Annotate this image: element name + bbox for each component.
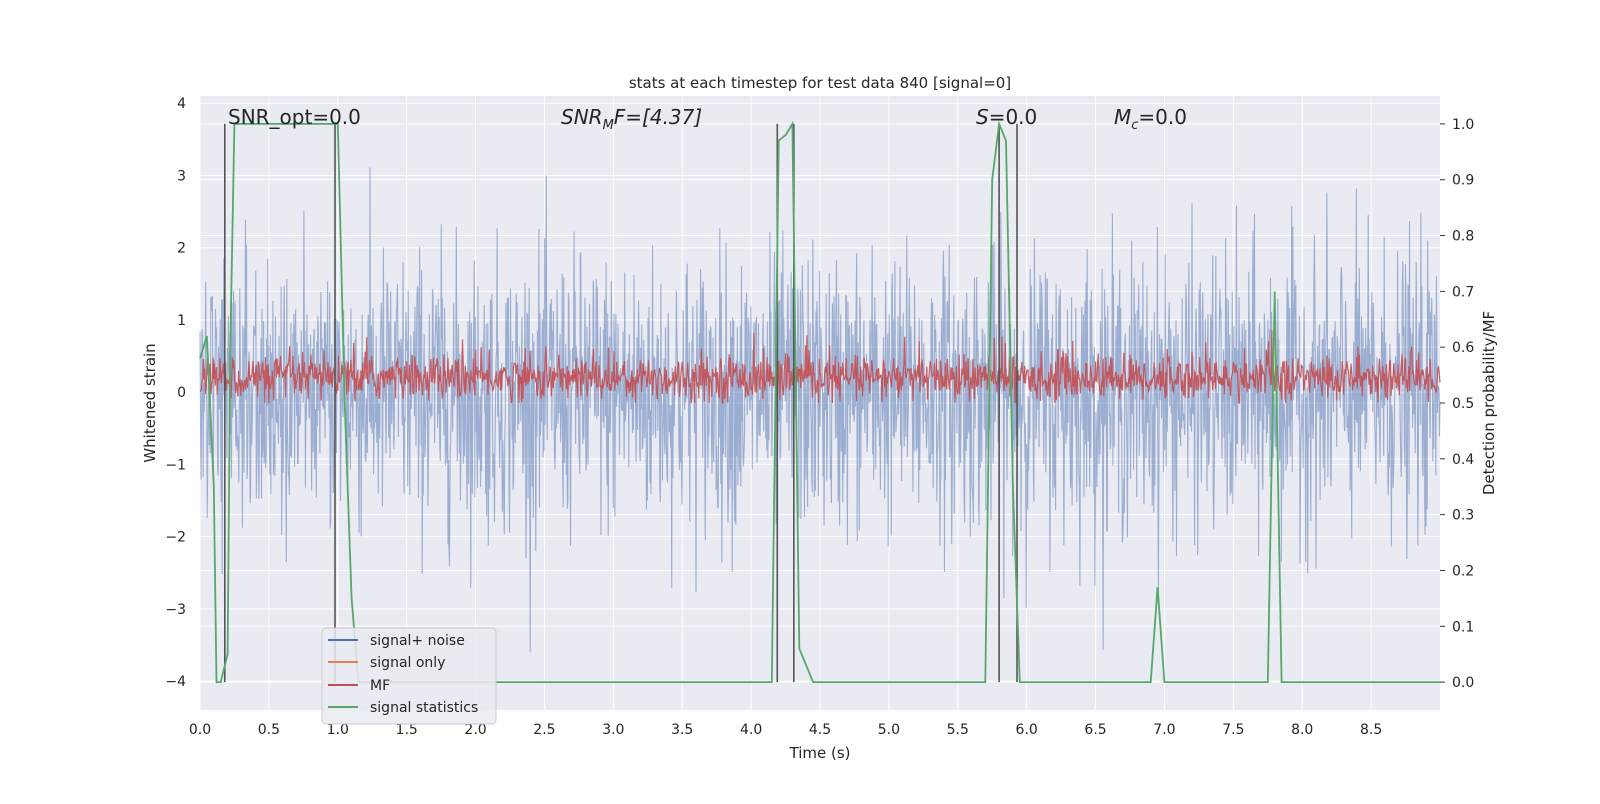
x-tick-label: 7.5 <box>1222 722 1244 738</box>
y2-tick-label: 0.8 <box>1452 229 1474 245</box>
y-tick-label: 1 <box>177 313 186 329</box>
annotation-mc-sub: c <box>1131 118 1138 133</box>
annotation-snr-mf: SNRMF=[4.37] <box>561 105 702 133</box>
y2-tick-label: 0.3 <box>1452 508 1474 524</box>
x-tick-label: 5.5 <box>947 722 969 738</box>
y-tick-label: −3 <box>165 602 186 618</box>
x-tick-label: 4.5 <box>809 722 831 738</box>
x-tick-label: 3.0 <box>602 722 624 738</box>
x-tick-label: 8.5 <box>1360 722 1382 738</box>
annotation-s-rest: =0.0 <box>989 105 1038 129</box>
annotation-mc: Mc=0.0 <box>1114 105 1187 133</box>
legend: signal+ noise signal only MF signal stat… <box>321 627 497 725</box>
annotation-mc-main: M <box>1114 105 1131 129</box>
annotation-s: S=0.0 <box>976 105 1037 129</box>
x-tick-label: 4.0 <box>740 722 762 738</box>
x-tick-label: 5.0 <box>878 722 900 738</box>
y2-axis-ticks: 1.0 0.9 0.8 0.7 0.6 0.5 0.4 0.3 0.2 0.1 0.0 <box>1440 117 1474 691</box>
x-tick-label: 3.5 <box>671 722 693 738</box>
y-tick-label: 4 <box>177 96 186 112</box>
y2-tick-label: 0.1 <box>1452 619 1474 635</box>
signal-noise-line <box>199 167 1441 653</box>
y2-axis-label: Detection probability/MF <box>1480 311 1498 495</box>
y-axis-ticks: 4 3 2 1 0 −1 −2 −3 −4 <box>165 96 186 690</box>
legend-label-signal-noise: signal+ noise <box>370 633 465 649</box>
annotation-snr-opt: SNR_opt=0.0 <box>228 105 361 129</box>
y2-tick-label: 0.4 <box>1452 452 1474 468</box>
x-axis-label: Time (s) <box>789 744 851 762</box>
y-tick-label: 3 <box>177 168 186 184</box>
signal-statistics-series <box>199 120 1440 683</box>
y2-tick-label: 0.7 <box>1452 284 1474 300</box>
y2-tick-label: 0.6 <box>1452 340 1474 356</box>
annotation-snr-mf-main: SNR <box>561 105 603 129</box>
annotation-mc-rest: =0.0 <box>1138 105 1187 129</box>
x-tick-label: 6.5 <box>1084 722 1106 738</box>
y-tick-label: −4 <box>165 674 186 690</box>
mf-line <box>199 330 1441 404</box>
y-axis-label: Whitened strain <box>141 343 159 462</box>
x-tick-label: 2.0 <box>464 722 486 738</box>
y2-tick-label: 0.2 <box>1452 563 1474 579</box>
annotation-snr-mf-rest: F=[4.37] <box>614 105 702 129</box>
y2-tick-label: 0.0 <box>1452 675 1474 691</box>
x-axis-ticks: 0.0 0.5 1.0 1.5 2.0 2.5 3.0 3.5 4.0 4.5 5.0 5.5 6.0 6… <box>189 722 1382 738</box>
x-tick-label: 8.0 <box>1291 722 1313 738</box>
x-tick-label: 6.0 <box>1016 722 1038 738</box>
x-tick-label: 2.5 <box>533 722 555 738</box>
x-tick-label: 0.0 <box>189 722 211 738</box>
y-tick-label: −1 <box>165 457 186 473</box>
legend-label-signal-statistics: signal statistics <box>370 700 478 716</box>
y2-tick-label: 0.9 <box>1452 173 1474 189</box>
legend-box <box>321 627 497 725</box>
x-tick-label: 1.0 <box>327 722 349 738</box>
signal-statistics-line <box>199 120 1440 683</box>
legend-label-mf: MF <box>370 678 390 694</box>
y2-tick-label: 0.5 <box>1452 396 1474 412</box>
x-tick-label: 7.0 <box>1153 722 1175 738</box>
annotation-snr-mf-sub: M <box>603 118 614 133</box>
y-tick-label: 2 <box>177 241 186 257</box>
annotation-s-main: S <box>976 105 989 129</box>
x-tick-label: 0.5 <box>258 722 280 738</box>
y-tick-label: −2 <box>165 530 186 546</box>
signal-noise-series <box>199 167 1441 653</box>
chart-title: stats at each timestep for test data 840… <box>629 74 1011 92</box>
mf-series <box>199 330 1441 404</box>
x-tick-label: 1.5 <box>396 722 418 738</box>
y-tick-label: 0 <box>177 385 186 401</box>
legend-label-signal-only: signal only <box>370 655 445 671</box>
y2-tick-label: 1.0 <box>1452 117 1474 133</box>
